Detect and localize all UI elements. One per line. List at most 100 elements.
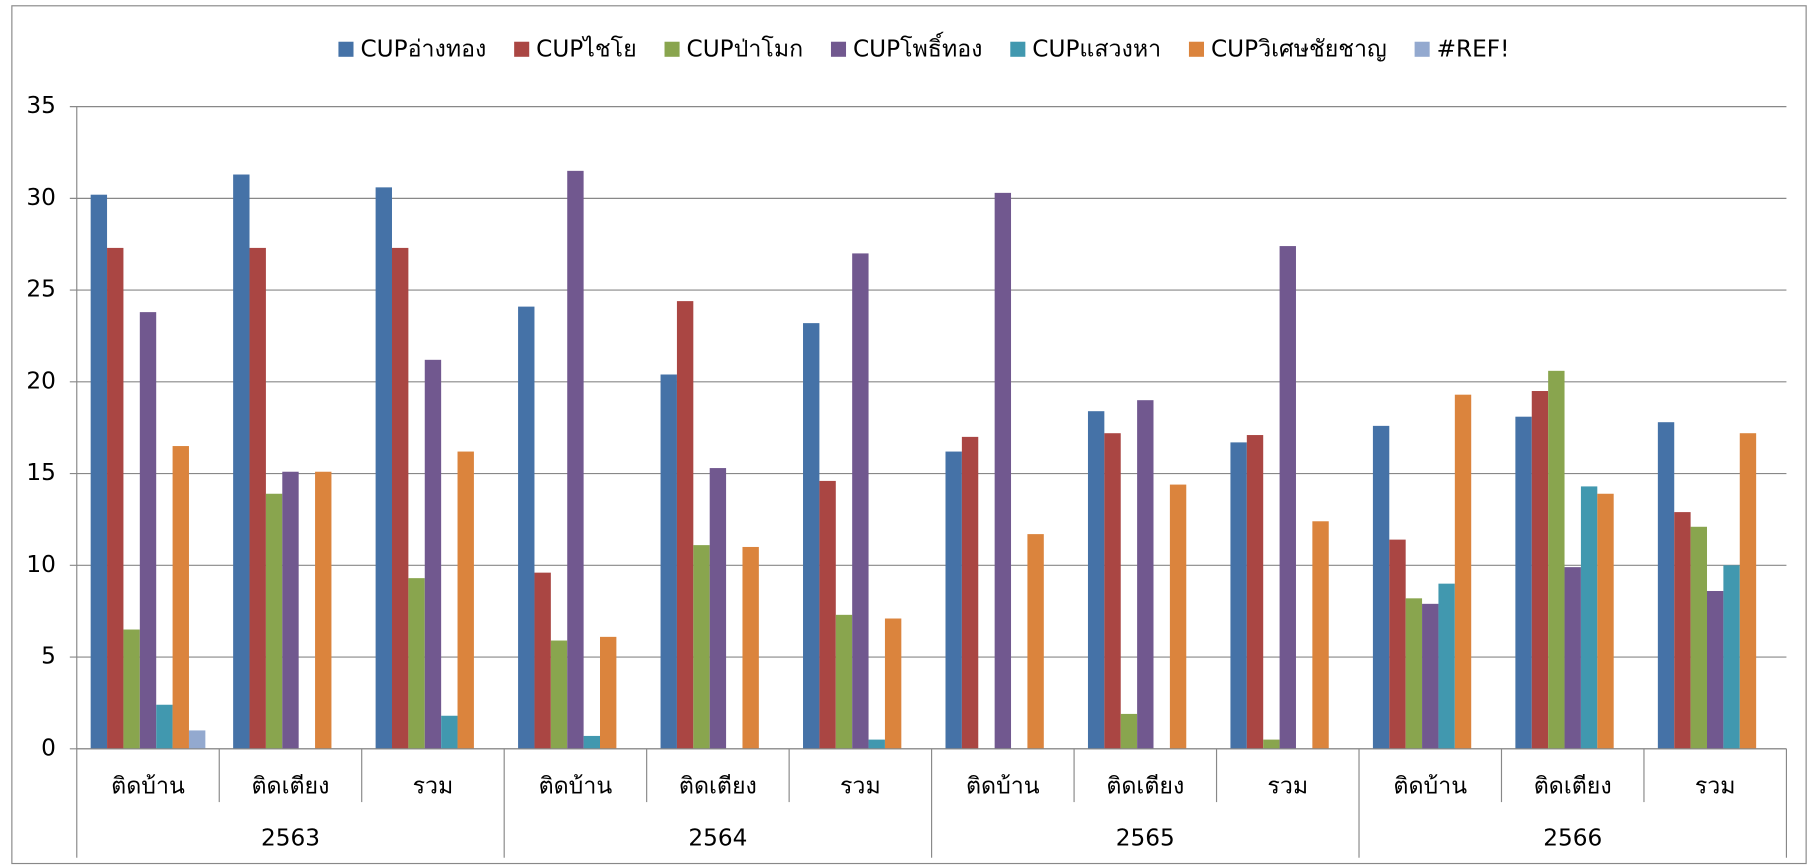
- y-tick-label: 20: [26, 367, 56, 394]
- legend-label: CUPไชโย: [536, 35, 637, 62]
- group-label: 2565: [1116, 825, 1175, 852]
- x-tick-label: ติดบ้าน: [1393, 773, 1467, 800]
- legend-label: CUPโพธิ์ทอง: [853, 31, 982, 62]
- bar: [1120, 713, 1138, 749]
- bar: [1597, 493, 1614, 749]
- bar: [819, 480, 836, 749]
- bar: [534, 572, 551, 749]
- bar: [1263, 739, 1280, 749]
- bar: [868, 739, 885, 749]
- legend-label: CUPวิเศษชัยชาญ: [1211, 35, 1387, 62]
- bar: [742, 546, 759, 749]
- bar: [961, 436, 979, 749]
- y-tick-label: 15: [26, 459, 56, 486]
- x-tick-label: ติดบ้าน: [966, 773, 1040, 800]
- bar: [567, 170, 584, 749]
- bar: [1690, 526, 1708, 749]
- legend-swatch: [514, 41, 530, 57]
- bar: [550, 640, 568, 749]
- legend-label: CUPป่าโมก: [687, 35, 804, 62]
- bar: [1230, 442, 1247, 749]
- group-label: 2564: [688, 825, 747, 852]
- legend-label: CUPอ่างทอง: [360, 35, 486, 62]
- bar: [1580, 486, 1598, 749]
- bar: [1104, 433, 1121, 749]
- legend-swatch: [338, 41, 354, 57]
- bar: [660, 374, 677, 749]
- bar: [1169, 484, 1187, 749]
- bar: [1438, 583, 1455, 749]
- x-tick-label: ติดเตียง: [1534, 773, 1612, 800]
- bar: [709, 468, 727, 749]
- x-tick-label: รวม: [1695, 773, 1736, 800]
- bar: [835, 614, 853, 749]
- bar: [583, 735, 600, 749]
- legend-swatch: [1010, 41, 1026, 57]
- bar: [1137, 400, 1154, 749]
- bar: [1312, 521, 1329, 749]
- bar: [1279, 246, 1296, 749]
- bar: [233, 174, 250, 749]
- bar: [1515, 416, 1532, 749]
- legend-swatch: [1414, 41, 1430, 57]
- y-tick-label: 25: [26, 276, 56, 303]
- x-tick-label: ติดเตียง: [679, 773, 757, 800]
- bar: [424, 359, 442, 749]
- bar: [457, 451, 474, 749]
- x-tick-label: ติดบ้าน: [539, 773, 613, 800]
- bar: [1389, 539, 1406, 749]
- bar: [1564, 567, 1581, 749]
- legend-swatch: [830, 41, 847, 57]
- bar: [123, 629, 140, 749]
- bar: [265, 493, 283, 749]
- bar: [375, 187, 392, 749]
- group-label: 2563: [261, 825, 320, 852]
- bar: [994, 192, 1012, 749]
- chart-border: [11, 5, 1807, 865]
- bar: [315, 471, 332, 749]
- bar: [1674, 512, 1691, 749]
- x-tick-label: ติดเตียง: [251, 773, 329, 800]
- bar: [249, 247, 266, 749]
- bar: [1027, 534, 1044, 749]
- bar: [1707, 590, 1724, 749]
- legend-label: #REF!: [1437, 35, 1510, 62]
- bar: [1372, 425, 1390, 749]
- bar: [282, 471, 299, 749]
- x-tick-label: รวม: [413, 773, 454, 800]
- bar: [188, 730, 206, 749]
- bar: [107, 247, 124, 749]
- bar: [408, 578, 425, 749]
- bar: [172, 446, 189, 749]
- bar: [156, 704, 173, 749]
- y-tick-label: 10: [26, 551, 56, 578]
- bar: [1405, 598, 1423, 749]
- bar: [693, 545, 710, 749]
- bar: [1454, 394, 1472, 749]
- y-tick-label: 0: [41, 734, 56, 761]
- y-tick-label: 30: [26, 184, 56, 211]
- bar: [1531, 391, 1549, 749]
- bar: [945, 451, 962, 749]
- bar: [1739, 433, 1757, 749]
- bar: [676, 301, 694, 749]
- x-tick-label: รวม: [1267, 773, 1308, 800]
- legend-swatch: [664, 41, 680, 57]
- group-label: 2566: [1543, 825, 1602, 852]
- bar: [1422, 603, 1439, 749]
- y-tick-label: 5: [41, 643, 56, 670]
- bar: [391, 247, 409, 749]
- x-tick-label: ติดบ้าน: [111, 773, 185, 800]
- bar: [139, 312, 157, 749]
- legend-label: CUPแสวงหา: [1032, 35, 1161, 62]
- bar: [852, 253, 869, 749]
- bar: [803, 323, 820, 749]
- y-tick-label: 35: [26, 92, 56, 119]
- x-tick-label: รวม: [840, 773, 881, 800]
- bar: [1723, 565, 1740, 749]
- bar: [90, 194, 108, 749]
- bar: [441, 715, 458, 749]
- x-tick-label: ติดเตียง: [1106, 773, 1184, 800]
